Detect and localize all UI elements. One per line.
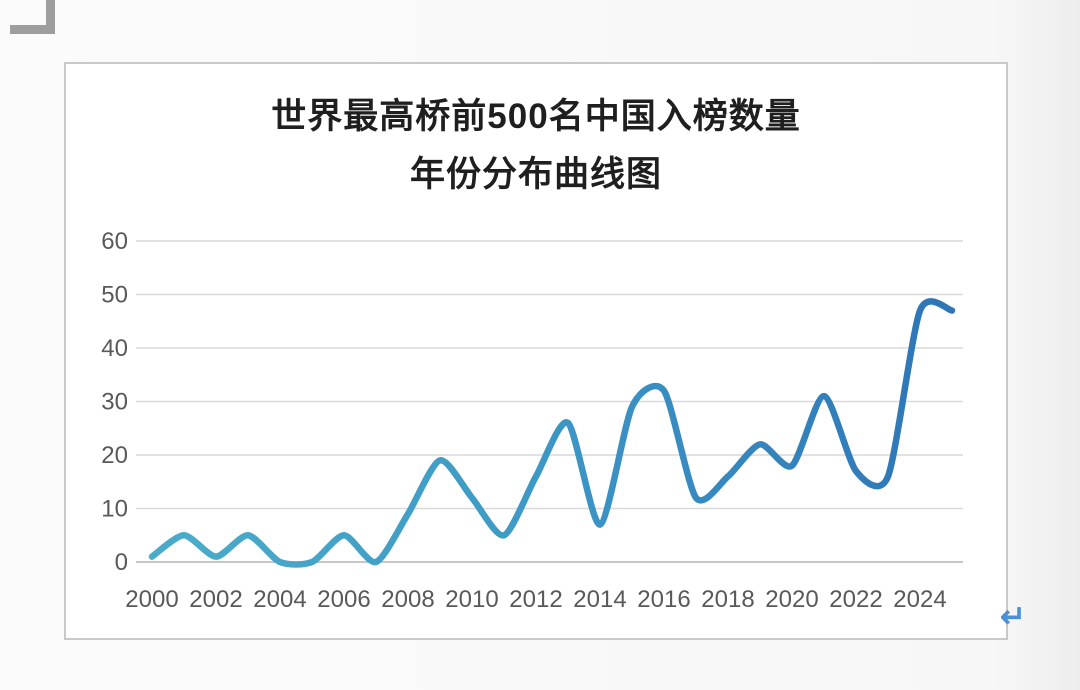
y-axis-tick-label: 60 bbox=[101, 228, 128, 255]
x-axis-tick-label: 2008 bbox=[381, 586, 434, 613]
cropped-frame-corner bbox=[10, 0, 55, 34]
x-axis-tick-label: 2000 bbox=[125, 586, 178, 613]
x-axis-tick-label: 2010 bbox=[445, 586, 498, 613]
return-mark-icon: ↵ bbox=[1000, 599, 1026, 634]
y-axis-tick-label: 30 bbox=[101, 389, 128, 416]
x-axis-tick-label: 2006 bbox=[317, 586, 370, 613]
y-axis-tick-label: 40 bbox=[101, 335, 128, 362]
x-axis-tick-label: 2012 bbox=[509, 586, 562, 613]
chart-title-line1: 世界最高桥前500名中国入榜数量 bbox=[271, 97, 801, 136]
x-axis-tick-label: 2016 bbox=[637, 586, 690, 613]
x-axis-tick-label: 2020 bbox=[765, 586, 818, 613]
x-axis-tick-label: 2004 bbox=[253, 586, 306, 613]
data-series-line[interactable] bbox=[148, 298, 956, 568]
y-axis-tick-label: 10 bbox=[101, 496, 128, 523]
chart-title-line2: 年份分布曲线图 bbox=[409, 155, 662, 194]
chart-plot: 0 10 20 30 40 50 60 2000 2002 2004 2006 2008 2010 201… bbox=[101, 228, 963, 613]
x-axis-tick-label: 2022 bbox=[829, 586, 882, 613]
y-axis-tick-label: 0 bbox=[115, 549, 128, 576]
x-axis-tick-label: 2002 bbox=[189, 586, 242, 613]
chart-title: 世界最高桥前500名中国入榜数量 年份分布曲线图 bbox=[66, 88, 1006, 204]
x-axis-tick-label: 2014 bbox=[573, 586, 626, 613]
line-chart[interactable]: 0 10 20 30 40 50 60 2000 2002 2004 2006 2008 2010 201… bbox=[64, 62, 1008, 640]
y-axis-tick-label: 50 bbox=[101, 282, 128, 309]
y-axis-tick-label: 20 bbox=[101, 442, 128, 469]
x-axis-tick-label: 2018 bbox=[701, 586, 754, 613]
x-axis-tick-label: 2024 bbox=[893, 586, 946, 613]
